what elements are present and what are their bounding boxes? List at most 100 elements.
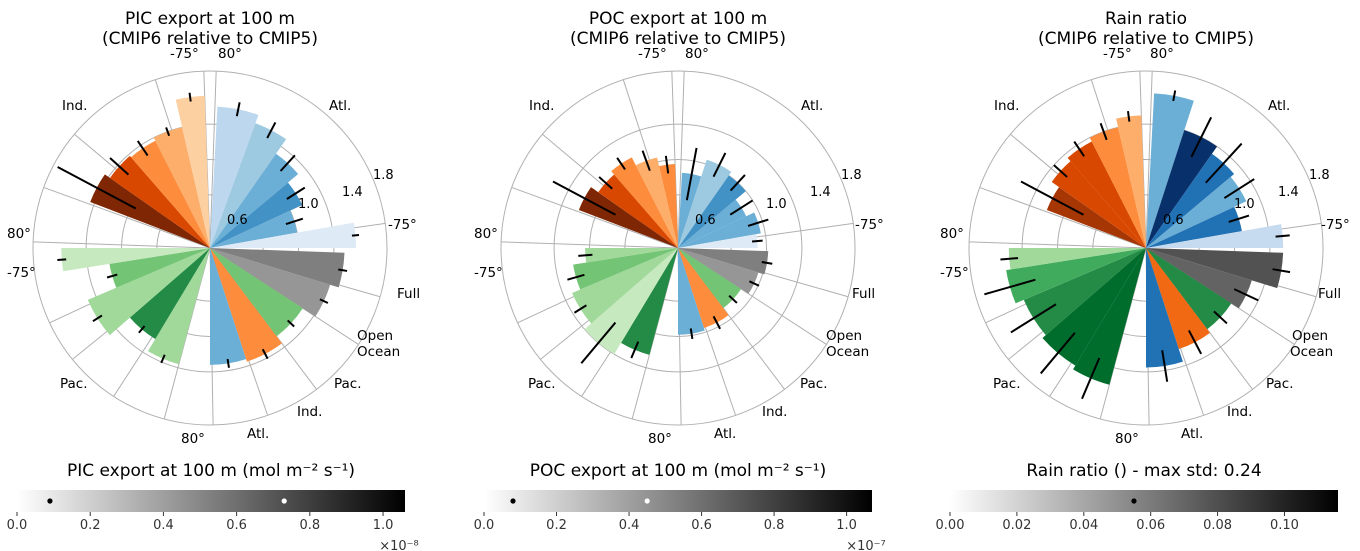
error-bar xyxy=(109,157,130,176)
colorbar-tick-label: 0.04 xyxy=(1069,518,1098,533)
error-bar xyxy=(1020,180,1084,216)
polar-bar xyxy=(1146,224,1284,248)
error-bar xyxy=(286,186,306,200)
colorbar-marker xyxy=(510,498,516,504)
category-label: 80° xyxy=(685,46,709,62)
colorbar-marker xyxy=(644,498,650,504)
error-bar xyxy=(689,328,694,340)
category-label: Atl. xyxy=(329,98,351,114)
category-label: 80° xyxy=(474,226,498,242)
polar-bar xyxy=(573,248,678,290)
error-bar xyxy=(578,253,593,257)
category-label: 80° xyxy=(940,226,964,242)
polar-bar xyxy=(578,187,678,248)
angular-gridline xyxy=(511,186,679,249)
category-label: -75° xyxy=(7,265,36,281)
error-bar xyxy=(567,273,585,281)
polar-bar xyxy=(678,234,758,248)
polar-bar xyxy=(109,248,210,288)
polar-bar xyxy=(148,248,210,365)
error-bar xyxy=(286,319,295,328)
polar-chart-3: Rain ratio(CMIP6 relative to CMIP5) 0.6 1.… xyxy=(936,9,1350,533)
error-bar xyxy=(552,180,616,216)
chart-title-line: POC export at 100 m xyxy=(589,9,767,29)
polar-chart-2: POC export at 100 m(CMIP6 relative to CM… xyxy=(474,9,886,551)
polar-bar xyxy=(1146,248,1232,330)
polar-bar xyxy=(1046,187,1146,248)
polar-bar xyxy=(1146,93,1194,248)
polar-bar xyxy=(1116,115,1146,248)
category-label: 80° xyxy=(1150,46,1174,62)
polar-bar xyxy=(1146,248,1183,368)
polar-bar xyxy=(1008,248,1146,270)
polar-bar xyxy=(1067,141,1146,248)
colorbar-tick-label: 0.06 xyxy=(1136,518,1165,533)
error-bar xyxy=(1099,122,1108,141)
category-label: Pac. xyxy=(800,376,828,392)
radial-tick-label: 1.0 xyxy=(298,197,319,212)
error-bar xyxy=(616,157,626,171)
category-label: Open xyxy=(357,328,393,344)
colorbar-tick-label: 0.4 xyxy=(153,518,174,533)
polar-bar xyxy=(210,248,303,337)
category-label: Atl. xyxy=(1268,98,1290,114)
category-label: Full xyxy=(1318,286,1341,302)
angular-gridline xyxy=(671,71,679,249)
category-label: -75° xyxy=(388,217,417,233)
error-bar xyxy=(1213,310,1228,325)
polar-bar xyxy=(210,248,282,362)
polar-bar xyxy=(87,248,210,336)
radial-tick-label: 1.8 xyxy=(373,168,394,183)
error-bar xyxy=(1223,178,1255,199)
error-bar xyxy=(226,358,230,368)
error-bar xyxy=(1190,116,1213,158)
radial-tick-label: 1.0 xyxy=(766,197,787,212)
category-label: Pac. xyxy=(60,376,88,392)
polar-bar xyxy=(210,182,303,248)
radial-gridline xyxy=(553,123,803,373)
polar-bar xyxy=(678,248,742,309)
radial-tick-label: 1.4 xyxy=(810,185,831,200)
error-bar xyxy=(106,273,118,279)
category-label: -75° xyxy=(474,265,503,281)
colorbar-tick-label: 1.0 xyxy=(373,518,394,533)
colorbar-label: Rain ratio () - max std: 0.24 xyxy=(1026,461,1261,481)
category-label: 80° xyxy=(648,431,672,447)
error-bar xyxy=(338,268,348,272)
error-bar xyxy=(261,348,269,360)
colorbar-tick-label: 0.4 xyxy=(619,518,640,533)
category-label: 80° xyxy=(1115,431,1139,447)
chart-title-line: Rain ratio xyxy=(1105,9,1187,29)
category-label: 80° xyxy=(7,226,31,242)
error-bar xyxy=(57,166,137,210)
polar-bar xyxy=(131,140,210,248)
error-bar xyxy=(641,150,651,172)
category-label: Ocean xyxy=(1290,344,1333,360)
error-bar xyxy=(57,258,67,262)
colorbar-tick-label: 0.08 xyxy=(1203,518,1232,533)
colorbar-multiplier: ×10⁻⁸ xyxy=(379,539,419,551)
radial-tick-label: 1.0 xyxy=(1234,197,1255,212)
error-bar xyxy=(748,280,760,287)
error-bar xyxy=(728,294,738,304)
colorbar xyxy=(950,490,1338,512)
error-bar xyxy=(1073,141,1085,157)
polar-bar xyxy=(621,248,678,355)
chart-title-line: (CMIP6 relative to CMIP5) xyxy=(102,29,318,49)
colorbar-tick-label: 1.0 xyxy=(836,518,857,533)
radial-tick-label: 0.6 xyxy=(1163,213,1184,228)
category-label: Ocean xyxy=(826,344,869,360)
colorbar-tick-label: 0.2 xyxy=(80,518,101,533)
polar-bar xyxy=(635,157,678,248)
polar-bar xyxy=(611,157,678,248)
polar-bar xyxy=(1006,248,1146,304)
polar-bar xyxy=(1146,248,1210,350)
error-bar xyxy=(1161,350,1169,382)
colorbar-tick-label: 0.0 xyxy=(474,518,495,533)
radial-gridline xyxy=(500,70,856,426)
error-bar xyxy=(136,140,149,157)
colorbar-marker xyxy=(47,498,53,504)
polar-bar xyxy=(678,172,702,248)
error-bar xyxy=(984,278,1036,296)
error-bar xyxy=(729,174,746,192)
